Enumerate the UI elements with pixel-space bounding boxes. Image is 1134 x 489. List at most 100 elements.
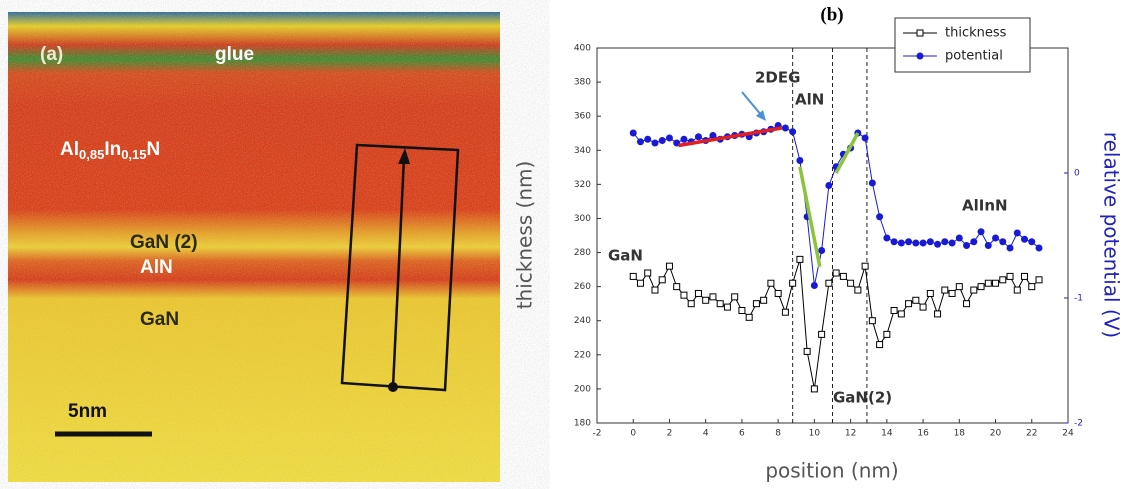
data-point: [941, 286, 949, 294]
data-point: [890, 307, 898, 314]
data-point: [1035, 244, 1043, 252]
data-point: [694, 133, 702, 141]
data-point: [796, 157, 804, 164]
data-point: [702, 296, 710, 304]
data-point: [796, 255, 804, 263]
data-point: [905, 300, 913, 308]
data-point: [868, 317, 876, 325]
data-point: [847, 279, 855, 287]
data-point: [651, 139, 659, 147]
data-point: [803, 347, 811, 355]
data-point: [752, 300, 760, 308]
x-axis-title: position (nm): [765, 459, 898, 483]
x-tick-label: 22: [1026, 429, 1037, 439]
data-point: [644, 135, 652, 143]
x-tick-label: 4: [703, 429, 709, 439]
data-point: [876, 341, 884, 349]
data-point: [789, 128, 797, 136]
data-point: [636, 138, 644, 146]
data-point: [1013, 229, 1021, 237]
fit-line: [834, 132, 860, 174]
data-point: [868, 179, 876, 187]
data-point: [716, 300, 724, 308]
y-tick-label: 220: [574, 350, 591, 360]
layer-formula: Al0,85In0,15N: [60, 139, 160, 162]
legend-marker: [916, 29, 924, 37]
phase-noise: [8, 12, 500, 482]
data-point: [992, 234, 1000, 242]
legend-box: [894, 17, 1031, 73]
data-point: [992, 279, 1000, 287]
y-tick-label: 400: [574, 44, 591, 54]
data-point: [977, 283, 985, 291]
data-point: [948, 289, 956, 297]
data-point: [810, 385, 818, 393]
profile-arrow: [391, 157, 406, 388]
data-point: [760, 296, 768, 304]
fit-line: [798, 166, 822, 268]
y-tick-label: 340: [574, 146, 591, 156]
data-point: [825, 279, 833, 287]
data-point: [883, 234, 891, 242]
layer-label: GaN (2): [130, 232, 198, 253]
data-point: [665, 134, 673, 142]
data-point: [825, 182, 833, 189]
data-point: [680, 135, 688, 143]
data-point: [919, 239, 927, 247]
y-tick-label: 240: [574, 316, 591, 326]
data-point: [832, 269, 840, 277]
data-point: [723, 303, 731, 311]
data-point: [926, 289, 934, 297]
data-point: [912, 296, 920, 304]
profile-box: [340, 143, 460, 392]
x-tick-label: 10: [809, 429, 821, 439]
data-point: [984, 242, 992, 249]
data-point: [970, 238, 978, 246]
data-point: [999, 238, 1007, 246]
data-point: [781, 308, 789, 316]
series-line: [632, 259, 1040, 390]
data-point: [731, 293, 739, 301]
arrow-start: [388, 382, 398, 392]
data-point: [1028, 238, 1036, 246]
data-point: [694, 289, 702, 297]
data-point: [1021, 235, 1029, 243]
data-point: [644, 269, 652, 277]
data-point: [934, 310, 942, 318]
data-point: [629, 272, 637, 280]
data-point: [897, 310, 905, 318]
formula-part: Al: [60, 139, 79, 160]
formula-sub: 0,85: [79, 147, 104, 162]
y-axis-title: thickness (nm): [513, 161, 537, 310]
data-point: [912, 239, 920, 247]
formula-part: N: [147, 139, 161, 160]
formula-part: In: [104, 139, 121, 160]
data-point: [1021, 272, 1029, 280]
x-tick-label: -2: [593, 429, 602, 439]
legend-marker: [916, 52, 924, 60]
y-tick-label: 300: [574, 214, 591, 224]
x-tick-label: 0: [630, 429, 636, 439]
data-point: [905, 238, 913, 246]
x-tick-label: 18: [954, 429, 966, 439]
data-point: [1006, 244, 1014, 252]
y-tick-label: 280: [574, 248, 591, 258]
data-point: [941, 238, 949, 246]
data-point: [665, 262, 673, 270]
data-point: [955, 234, 963, 242]
x-tick-label: 6: [739, 429, 745, 439]
data-point: [1006, 272, 1014, 280]
data-point: [810, 282, 818, 289]
y-tick-label: 380: [574, 78, 591, 88]
y-tick-label: 260: [574, 282, 591, 292]
annotation: GaN: [608, 247, 643, 265]
data-point: [948, 239, 956, 247]
data-point: [673, 283, 681, 291]
data-point: [709, 293, 717, 301]
x-tick-label: 2: [667, 429, 673, 439]
data-point: [883, 330, 891, 338]
annotation-arrow: [741, 91, 763, 117]
data-point: [897, 239, 905, 247]
data-point: [781, 124, 789, 132]
